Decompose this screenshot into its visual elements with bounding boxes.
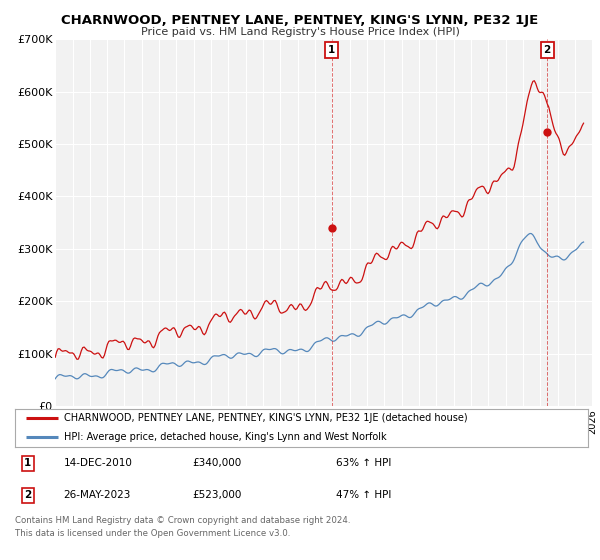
- Text: 26-MAY-2023: 26-MAY-2023: [64, 491, 131, 501]
- Text: CHARNWOOD, PENTNEY LANE, PENTNEY, KING'S LYNN, PE32 1JE: CHARNWOOD, PENTNEY LANE, PENTNEY, KING'S…: [61, 14, 539, 27]
- Text: 14-DEC-2010: 14-DEC-2010: [64, 458, 133, 468]
- Text: £523,000: £523,000: [193, 491, 242, 501]
- Text: 1: 1: [328, 45, 335, 55]
- Text: 2: 2: [544, 45, 551, 55]
- Text: 63% ↑ HPI: 63% ↑ HPI: [336, 458, 391, 468]
- Text: Contains HM Land Registry data © Crown copyright and database right 2024.: Contains HM Land Registry data © Crown c…: [15, 516, 350, 525]
- Text: 47% ↑ HPI: 47% ↑ HPI: [336, 491, 391, 501]
- Text: 2: 2: [24, 491, 31, 501]
- Text: This data is licensed under the Open Government Licence v3.0.: This data is licensed under the Open Gov…: [15, 529, 290, 538]
- Text: £340,000: £340,000: [193, 458, 242, 468]
- Text: Price paid vs. HM Land Registry's House Price Index (HPI): Price paid vs. HM Land Registry's House …: [140, 27, 460, 37]
- Text: HPI: Average price, detached house, King's Lynn and West Norfolk: HPI: Average price, detached house, King…: [64, 432, 386, 442]
- Text: CHARNWOOD, PENTNEY LANE, PENTNEY, KING'S LYNN, PE32 1JE (detached house): CHARNWOOD, PENTNEY LANE, PENTNEY, KING'S…: [64, 413, 467, 423]
- Text: 1: 1: [24, 458, 31, 468]
